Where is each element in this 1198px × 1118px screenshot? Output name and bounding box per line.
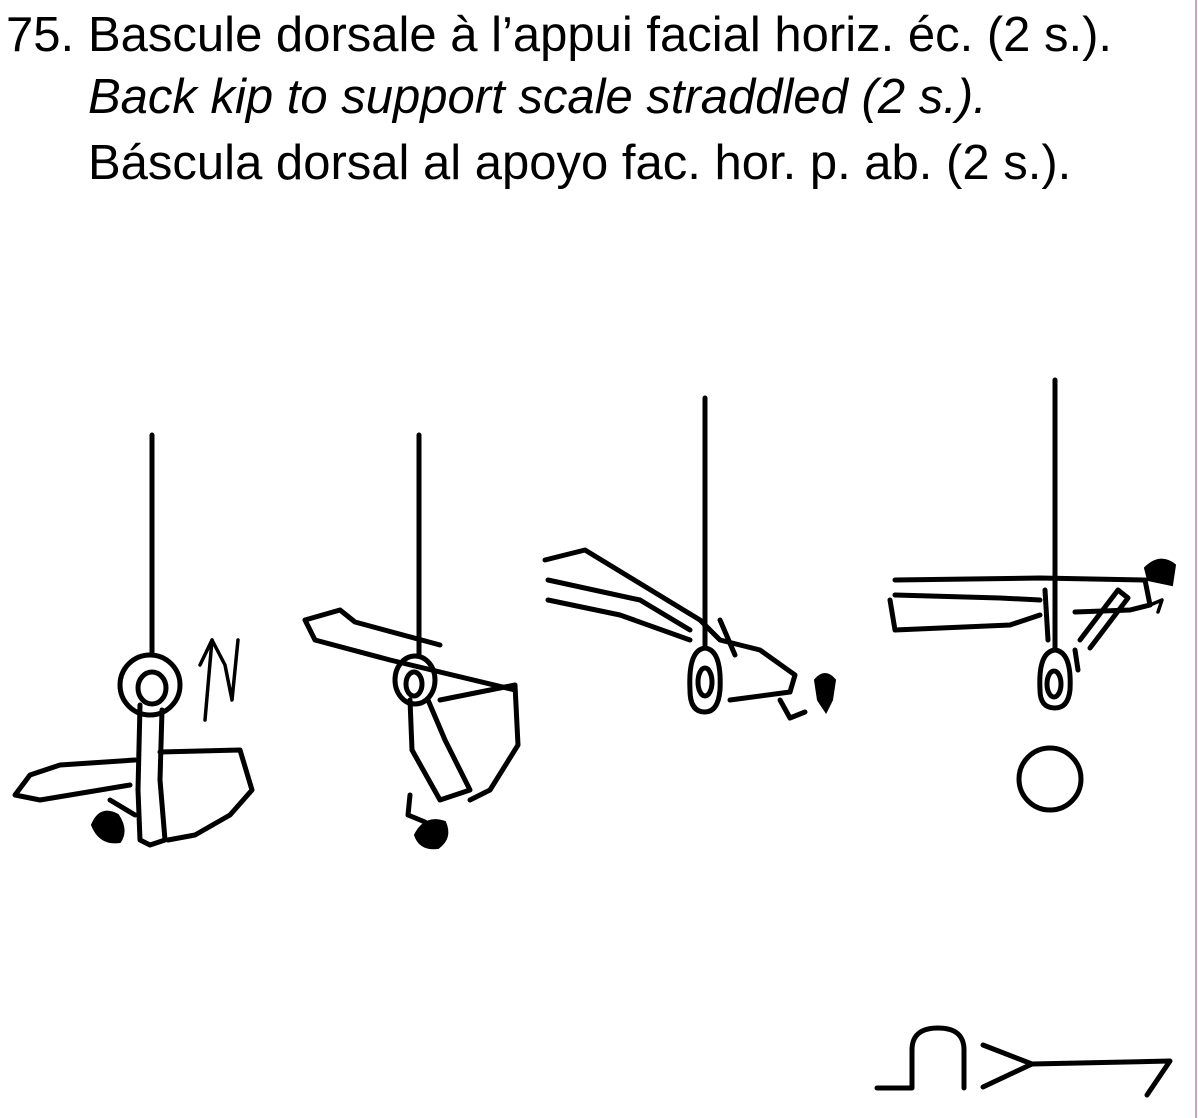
element-name-french: Bascule dorsale à l’appui facial horiz. … [88,8,1113,62]
element-name-spanish: Báscula dorsal al apoyo fac. hor. p. ab.… [88,136,1072,190]
figure-2-kip-swing [302,432,521,850]
element-number: 75. [6,8,75,62]
figure-3-rising [542,395,837,721]
notation-symbol [874,1025,1173,1098]
right-edge-border [1195,0,1197,1118]
element-name-english: Back kip to support scale straddled (2 s… [88,70,987,124]
figure-1-hang-pike [12,432,255,848]
figure-4-support-scale [887,377,1177,813]
